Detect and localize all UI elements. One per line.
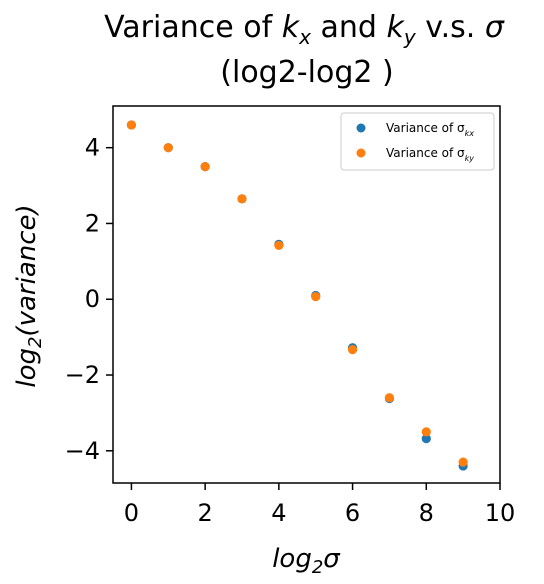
data-point-series-1	[384, 393, 395, 403]
data-points	[126, 120, 468, 471]
legend-box	[340, 112, 495, 171]
legend-label-kx: Variance of σkx	[386, 121, 474, 138]
y-tick-label: 2	[85, 209, 100, 237]
data-point-series-1	[237, 194, 247, 204]
data-point-series-1	[126, 120, 137, 130]
legend-marker-kx	[356, 123, 366, 133]
y-tick-label: 0	[85, 285, 100, 313]
chart-title-line2: (log2-log2 )	[220, 55, 393, 90]
x-tick-label: 0	[124, 499, 139, 527]
plot-area-frame	[112, 105, 501, 484]
y-axis-label: log2(variance)	[12, 204, 46, 387]
legend-marker-ky	[356, 148, 366, 158]
legend-label-ky: Variance of σky	[386, 146, 474, 163]
y-tick-label: 4	[85, 134, 100, 162]
data-point-series-0	[421, 434, 431, 444]
data-point-series-1	[274, 240, 284, 251]
chart-title-line1: Variance of kx and ky v.s. σ	[104, 10, 505, 49]
y-tick-label: −4	[65, 437, 100, 465]
x-tick-label: 10	[485, 499, 516, 527]
x-tick-label: 8	[419, 499, 434, 527]
data-point-series-1	[458, 457, 468, 467]
data-point-series-1	[421, 427, 431, 437]
x-tick-label: 6	[345, 499, 360, 527]
x-axis-label: log2σ	[272, 544, 341, 578]
data-point-series-1	[200, 162, 210, 172]
x-tick-label: 2	[198, 499, 213, 527]
data-point-series-1	[311, 291, 321, 302]
x-tick-label: 4	[271, 499, 286, 527]
data-point-series-1	[163, 143, 173, 153]
data-point-series-1	[347, 345, 358, 355]
x-axis-ticks: 0 2 4 6 8 10	[124, 483, 515, 527]
legend: Variance of σkx Variance of σky	[340, 112, 495, 171]
y-tick-label: −2	[65, 361, 100, 389]
y-axis-ticks: −4 −2 0 2 4	[65, 134, 113, 465]
